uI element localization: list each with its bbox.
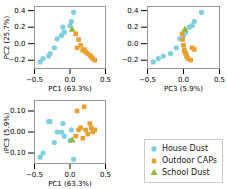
svg-text:0.5: 0.5 [100, 171, 111, 179]
svg-text:0.2: 0.2 [14, 23, 25, 31]
svg-text:PC3 (5.9%): PC3 (5.9%) [3, 112, 11, 151]
html-text:House Dust: House Dust [161, 144, 208, 153]
svg-text:0.5: 0.5 [214, 76, 225, 84]
svg-text:PC1 (63.3%): PC1 (63.3%) [48, 180, 92, 188]
svg-text:−0.5: −0.5 [139, 76, 156, 84]
svg-text:0.10: 0.10 [10, 107, 26, 115]
svg-text:0.0: 0.0 [127, 40, 138, 48]
svg-text:0.4: 0.4 [127, 7, 139, 15]
svg-text:PC2 (25.7%): PC2 (25.7%) [3, 15, 11, 59]
svg-text:PC3 (5.9%): PC3 (5.9%) [164, 85, 203, 93]
svg-text:0.0: 0.0 [178, 76, 189, 84]
svg-text:−0.10: −0.10 [4, 149, 26, 158]
svg-text:−0.2: −0.2 [122, 56, 139, 64]
html-text:School Dust: School Dust [161, 168, 210, 177]
svg-text:−0.5: −0.5 [26, 76, 43, 84]
svg-text:0.0: 0.0 [14, 40, 25, 48]
svg-text:0.0: 0.0 [64, 171, 75, 179]
svg-text:−0.5: −0.5 [26, 171, 43, 179]
html-text:Outdoor CAPs: Outdoor CAPs [161, 156, 217, 165]
svg-text:0.5: 0.5 [100, 76, 111, 84]
svg-text:0.2: 0.2 [127, 23, 138, 31]
svg-text:−0.2: −0.2 [8, 56, 26, 65]
svg-text:0.00: 0.00 [10, 128, 26, 136]
svg-text:0.0: 0.0 [64, 76, 75, 84]
svg-text:0.4: 0.4 [14, 7, 26, 15]
svg-text:PC1 (63.3%): PC1 (63.3%) [48, 85, 92, 93]
